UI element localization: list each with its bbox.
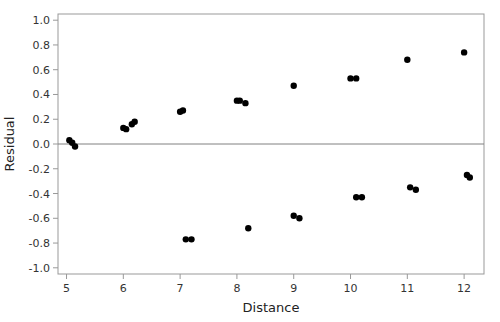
point bbox=[413, 187, 419, 193]
y-tick bbox=[53, 119, 58, 120]
chart: 5 6 7 8 9 10 11 12 -1.0 -0.8 -0.6 -0.4 -0.2 0.0 0.2 0.4… bbox=[0, 0, 500, 322]
y-tick-label: 0.2 bbox=[33, 113, 51, 126]
y-tick bbox=[53, 144, 58, 145]
reference-line bbox=[58, 144, 484, 145]
y-tick bbox=[53, 218, 58, 219]
x-tick bbox=[123, 274, 124, 279]
plot-area bbox=[58, 49, 484, 242]
point bbox=[407, 184, 413, 190]
y-tick-label: 0.4 bbox=[33, 88, 51, 101]
point bbox=[180, 107, 186, 113]
x-tick-label: 10 bbox=[344, 282, 358, 295]
point bbox=[467, 174, 473, 180]
x-tick-label: 11 bbox=[400, 282, 414, 295]
x-tick bbox=[407, 274, 408, 279]
x-tick-label: 9 bbox=[290, 282, 297, 295]
x-tick bbox=[66, 274, 67, 279]
point bbox=[237, 97, 243, 103]
y-tick-label: 1.0 bbox=[33, 14, 51, 27]
y-tick bbox=[53, 243, 58, 244]
x-tick-label: 5 bbox=[63, 282, 70, 295]
x-tick bbox=[464, 274, 465, 279]
point bbox=[72, 143, 78, 149]
point bbox=[242, 100, 248, 106]
point bbox=[353, 75, 359, 81]
point bbox=[296, 215, 302, 221]
y-tick bbox=[53, 168, 58, 169]
y-axis-label: Residual bbox=[2, 117, 17, 172]
x-tick-label: 12 bbox=[457, 282, 471, 295]
y-tick bbox=[53, 267, 58, 268]
x-tick-label: 7 bbox=[177, 282, 184, 295]
y-tick-label: -0.8 bbox=[29, 237, 50, 250]
y-tick-label: -0.6 bbox=[29, 212, 50, 225]
x-tick bbox=[180, 274, 181, 279]
x-axis-label: Distance bbox=[243, 300, 300, 315]
point bbox=[404, 57, 410, 63]
y-tick-label: -0.4 bbox=[29, 188, 50, 201]
ticks: 5 6 7 8 9 10 11 12 -1.0 -0.8 -0.6 -0.4 -0.2 0.0 0.2 0.4… bbox=[29, 14, 472, 295]
point bbox=[188, 236, 194, 242]
x-tick-label: 6 bbox=[120, 282, 127, 295]
y-tick-label: 0.0 bbox=[33, 138, 51, 151]
point bbox=[461, 49, 467, 55]
point bbox=[131, 119, 137, 125]
plot-frame bbox=[58, 14, 484, 274]
point bbox=[291, 83, 297, 89]
y-tick bbox=[53, 44, 58, 45]
y-tick-label: 0.6 bbox=[33, 64, 51, 77]
y-tick bbox=[53, 94, 58, 95]
x-tick bbox=[350, 274, 351, 279]
y-tick bbox=[53, 20, 58, 21]
y-tick bbox=[53, 69, 58, 70]
point bbox=[123, 126, 129, 132]
point bbox=[353, 194, 359, 200]
point bbox=[245, 225, 251, 231]
x-tick bbox=[236, 274, 237, 279]
y-tick-label: -1.0 bbox=[29, 262, 50, 275]
x-tick bbox=[293, 274, 294, 279]
point bbox=[183, 236, 189, 242]
point bbox=[359, 194, 365, 200]
point bbox=[347, 75, 353, 81]
x-tick-label: 8 bbox=[233, 282, 240, 295]
y-tick-label: -0.2 bbox=[29, 163, 50, 176]
y-tick bbox=[53, 193, 58, 194]
y-tick-label: 0.8 bbox=[33, 39, 51, 52]
point bbox=[291, 213, 297, 219]
